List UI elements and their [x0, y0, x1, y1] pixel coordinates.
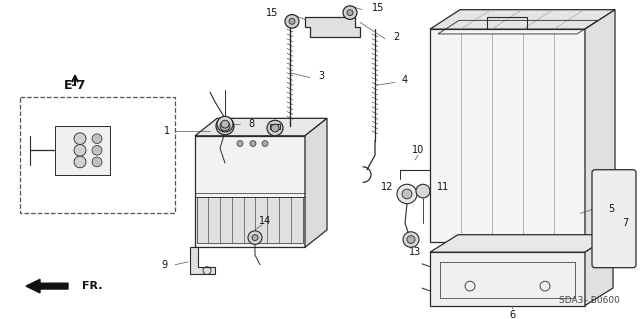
Circle shape — [397, 184, 417, 204]
Circle shape — [217, 116, 233, 132]
Circle shape — [289, 19, 295, 24]
Polygon shape — [585, 10, 615, 242]
Circle shape — [74, 156, 86, 168]
Circle shape — [216, 117, 234, 135]
Bar — [197, 197, 303, 243]
Circle shape — [267, 120, 283, 136]
Bar — [20, 97, 175, 213]
Text: FR.: FR. — [82, 281, 102, 291]
Text: 14: 14 — [259, 216, 271, 226]
Circle shape — [402, 189, 412, 199]
Text: 4: 4 — [402, 76, 408, 85]
Text: 15: 15 — [372, 3, 385, 13]
Circle shape — [285, 15, 299, 28]
Polygon shape — [305, 118, 327, 247]
Text: E-7: E-7 — [64, 79, 86, 92]
Circle shape — [92, 157, 102, 167]
Text: SDA3– B0600: SDA3– B0600 — [559, 296, 620, 305]
Circle shape — [343, 6, 357, 19]
Text: 10: 10 — [412, 145, 424, 155]
Polygon shape — [305, 18, 360, 37]
Text: 8: 8 — [248, 119, 254, 129]
Circle shape — [92, 134, 102, 144]
Circle shape — [92, 145, 102, 155]
Bar — [219, 122, 231, 128]
FancyArrow shape — [26, 279, 68, 293]
Polygon shape — [430, 252, 585, 306]
Polygon shape — [585, 235, 613, 306]
Text: 2: 2 — [393, 32, 399, 42]
Circle shape — [271, 124, 279, 132]
Circle shape — [248, 231, 262, 244]
Circle shape — [262, 141, 268, 146]
Circle shape — [237, 141, 243, 146]
Circle shape — [347, 10, 353, 16]
Text: 1: 1 — [164, 126, 170, 136]
Polygon shape — [55, 126, 110, 174]
Text: 7: 7 — [622, 218, 628, 228]
Circle shape — [407, 236, 415, 243]
Polygon shape — [195, 136, 305, 247]
Text: 13: 13 — [409, 247, 421, 257]
Circle shape — [221, 120, 229, 128]
Circle shape — [74, 133, 86, 145]
FancyBboxPatch shape — [592, 170, 636, 268]
Text: 6: 6 — [509, 310, 515, 319]
Text: 3: 3 — [318, 70, 324, 81]
Text: 5: 5 — [608, 204, 614, 213]
Polygon shape — [430, 10, 615, 29]
Text: 15: 15 — [266, 8, 278, 18]
Polygon shape — [430, 235, 613, 252]
Circle shape — [250, 141, 256, 146]
Circle shape — [252, 235, 258, 241]
Text: 12: 12 — [381, 182, 393, 192]
Text: 9: 9 — [162, 260, 168, 270]
Text: 11: 11 — [437, 182, 449, 192]
Polygon shape — [430, 29, 585, 242]
Circle shape — [403, 232, 419, 247]
Polygon shape — [190, 247, 215, 274]
Circle shape — [416, 184, 430, 198]
Circle shape — [220, 121, 230, 131]
Bar — [270, 124, 280, 129]
Polygon shape — [195, 118, 327, 136]
Circle shape — [74, 145, 86, 156]
